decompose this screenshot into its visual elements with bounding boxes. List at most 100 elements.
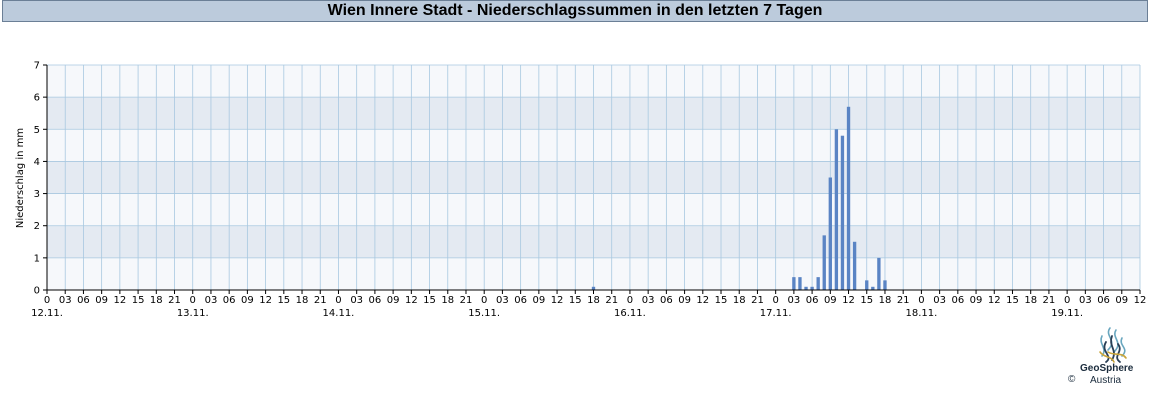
x-hour-label: 18 [150, 295, 163, 306]
x-day-label: 15.11. [468, 308, 500, 319]
x-hour-label: 06 [1097, 295, 1110, 306]
x-day-label: 16.11. [614, 308, 646, 319]
x-hour-label: 0 [44, 295, 50, 306]
x-hour-label: 18 [441, 295, 454, 306]
x-hour-label: 09 [824, 295, 837, 306]
precip-bar [822, 235, 826, 290]
precip-bar [846, 106, 851, 291]
x-hour-label: 15 [715, 295, 728, 306]
precip-bar [828, 177, 832, 290]
precip-bar [792, 277, 796, 290]
precip-bar [883, 280, 887, 290]
x-hour-label: 21 [314, 295, 327, 306]
x-hour-label: 06 [77, 295, 90, 306]
x-hour-label: 18 [296, 295, 309, 306]
x-hour-label: 09 [387, 295, 400, 306]
precip-bar [810, 286, 814, 290]
y-tick-label: 3 [34, 189, 40, 200]
x-hour-label: 03 [788, 295, 801, 306]
x-hour-label: 0 [335, 295, 341, 306]
logo-text-austria: Austria [1090, 375, 1122, 386]
x-hour-label: 0 [481, 295, 487, 306]
x-hour-label: 03 [1079, 295, 1092, 306]
x-hour-label: 15 [860, 295, 873, 306]
y-tick-label: 6 [34, 93, 40, 104]
x-day-label: 18.11. [905, 308, 937, 319]
geosphere-logo-icon [1099, 327, 1127, 363]
x-hour-label: 12 [405, 295, 418, 306]
precip-bar [852, 241, 857, 290]
y-tick-label: 5 [34, 125, 40, 136]
x-hour-label: 09 [678, 295, 691, 306]
y-tick-label: 4 [34, 157, 40, 168]
x-hour-label: 0 [772, 295, 778, 306]
precip-bar [804, 286, 808, 290]
x-hour-label: 09 [241, 295, 254, 306]
y-tick-label: 2 [34, 221, 40, 232]
x-hour-label: 0 [190, 295, 196, 306]
x-hour-label: 03 [642, 295, 655, 306]
y-tick-label: 1 [34, 253, 40, 264]
precip-bar [877, 257, 881, 290]
x-hour-label: 09 [95, 295, 108, 306]
precip-bar [591, 286, 596, 290]
x-hour-label: 06 [951, 295, 964, 306]
x-day-label: 12.11. [31, 308, 63, 319]
x-hour-label: 03 [59, 295, 72, 306]
x-hour-label: 21 [605, 295, 618, 306]
x-hour-label: 21 [897, 295, 910, 306]
x-hour-label: 21 [1043, 295, 1056, 306]
x-day-label: 17.11. [760, 308, 792, 319]
x-hour-label: 18 [587, 295, 600, 306]
x-hour-label: 03 [205, 295, 218, 306]
x-hour-label: 03 [496, 295, 509, 306]
x-hour-label: 09 [532, 295, 545, 306]
x-hour-label: 03 [933, 295, 946, 306]
x-hour-label: 12 [842, 295, 855, 306]
y-tick-label: 0 [34, 286, 40, 297]
x-hour-label: 12 [113, 295, 126, 306]
x-hour-label: 12 [696, 295, 709, 306]
plot-axes [43, 64, 1141, 294]
precip-bar [816, 277, 820, 290]
precip-bar [834, 129, 839, 290]
x-hour-label: 15 [277, 295, 290, 306]
y-tick-labels: 0 1 2 3 4 5 6 7 [34, 61, 40, 297]
plot-grid [46, 64, 1141, 291]
x-hour-label: 06 [369, 295, 382, 306]
x-day-label: 13.11. [177, 308, 209, 319]
x-hour-label: 12 [988, 295, 1001, 306]
plot-bars [591, 106, 887, 291]
x-hour-label: 06 [514, 295, 527, 306]
x-hour-label: 0 [1064, 295, 1070, 306]
x-hour-label: 06 [806, 295, 819, 306]
x-hour-label: 21 [460, 295, 473, 306]
chart-title: Wien Innere Stadt - Niederschlagssummen … [2, 0, 1148, 22]
x-hour-label: 15 [423, 295, 436, 306]
x-hour-label: 15 [132, 295, 145, 306]
x-hour-label: 21 [751, 295, 764, 306]
x-tick-labels: 0 03 06 09 12 15 18 21 0 03 06 09 12 15 18 21 0 03 06 09 12 1… [31, 295, 1146, 319]
x-hour-label: 09 [1115, 295, 1128, 306]
x-hour-label: 12 [1134, 295, 1147, 306]
copyright-symbol: © [1068, 374, 1076, 385]
x-hour-label: 06 [223, 295, 236, 306]
precip-bar [871, 286, 875, 290]
x-hour-label: 21 [168, 295, 181, 306]
y-tick-label: 7 [34, 61, 40, 72]
precip-bar [798, 277, 802, 290]
precip-bar [865, 280, 869, 290]
x-hour-label: 15 [1006, 295, 1019, 306]
logo-text-geosphere: GeoSphere [1080, 363, 1134, 374]
x-hour-label: 12 [551, 295, 564, 306]
x-hour-label: 06 [660, 295, 673, 306]
x-hour-label: 09 [970, 295, 983, 306]
x-day-label: 19.11. [1051, 308, 1083, 319]
y-axis-label: Niederschlag in mm [15, 128, 26, 228]
x-hour-label: 03 [350, 295, 363, 306]
x-hour-label: 18 [733, 295, 746, 306]
x-hour-label: 18 [879, 295, 892, 306]
x-hour-label: 18 [1024, 295, 1037, 306]
precip-bar [840, 135, 845, 290]
